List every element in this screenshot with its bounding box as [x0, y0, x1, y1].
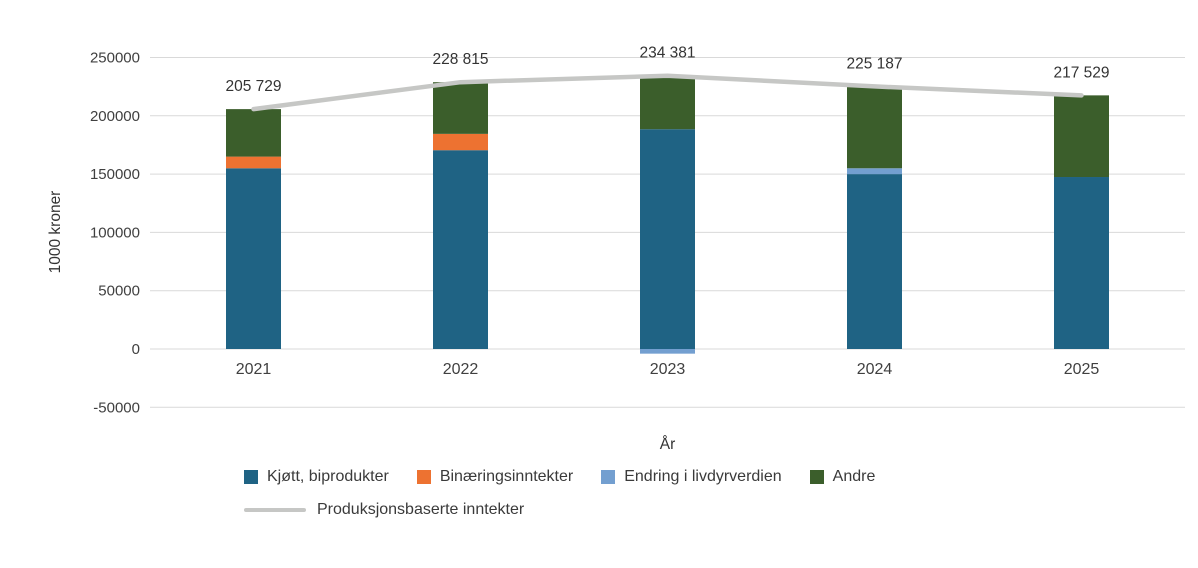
bar-segment — [847, 174, 902, 349]
legend-row-series: Kjøtt, biprodukter Binæringsinntekter Endr… — [244, 468, 875, 486]
x-tick-label: 2021 — [236, 361, 272, 378]
bar-segment — [433, 133, 488, 151]
legend-line-sample-icon — [244, 508, 306, 512]
bar-segment — [433, 82, 488, 134]
y-tick-label: 200000 — [90, 108, 140, 125]
total-data-label: 228 815 — [432, 51, 488, 68]
total-data-label: 234 381 — [639, 45, 695, 62]
total-data-label: 205 729 — [225, 78, 281, 95]
bar-segment — [433, 150, 488, 349]
legend-row-line: Produksjonsbaserte inntekter — [244, 501, 524, 519]
y-tick-label: -50000 — [93, 399, 140, 416]
legend-item-series-2: Endring i livdyrverdien — [601, 468, 782, 486]
bar-segment — [640, 75, 695, 130]
x-axis-title: År — [660, 436, 676, 453]
legend-label: Binæringsinntekter — [439, 468, 574, 485]
legend-label: Kjøtt, biprodukter — [267, 468, 389, 485]
legend-swatch-icon — [244, 470, 258, 484]
bar-segment — [226, 156, 281, 169]
production-income-line — [251, 73, 1084, 112]
bar-segment — [226, 168, 281, 349]
legend-swatch-icon — [809, 470, 824, 484]
bar-segment — [226, 109, 281, 157]
x-tick-label: 2023 — [650, 361, 686, 378]
legend-swatch-icon — [416, 470, 431, 484]
total-data-label: 217 529 — [1053, 64, 1109, 81]
bar-segment — [1054, 95, 1109, 178]
y-tick-label: 150000 — [90, 166, 140, 183]
y-axis-title: 1000 kroner — [47, 191, 64, 274]
legend-item-line: Produksjonsbaserte inntekter — [244, 501, 524, 519]
bar-segment — [847, 86, 902, 169]
y-tick-label: 0 — [132, 341, 140, 358]
legend-item-series-3: Andre — [809, 468, 876, 486]
bar-segment — [640, 129, 695, 349]
y-tick-label: 50000 — [98, 283, 140, 300]
bar-segment — [1054, 177, 1109, 349]
x-tick-label: 2022 — [443, 361, 479, 378]
y-tick-label: 250000 — [90, 50, 140, 67]
bar-segment — [847, 168, 902, 175]
y-tick-label: 100000 — [90, 224, 140, 241]
legend-item-series-1: Binæringsinntekter — [416, 468, 574, 486]
legend-item-series-0: Kjøtt, biprodukter — [244, 468, 389, 486]
total-data-label: 225 187 — [846, 55, 902, 72]
x-tick-label: 2025 — [1064, 361, 1100, 378]
legend-label: Endring i livdyrverdien — [624, 468, 782, 485]
legend-label: Andre — [832, 468, 876, 485]
legend-swatch-icon — [601, 470, 616, 484]
bar-segment-negative — [640, 349, 695, 354]
legend-label: Produksjonsbaserte inntekter — [317, 501, 525, 518]
x-tick-label: 2024 — [857, 361, 893, 378]
